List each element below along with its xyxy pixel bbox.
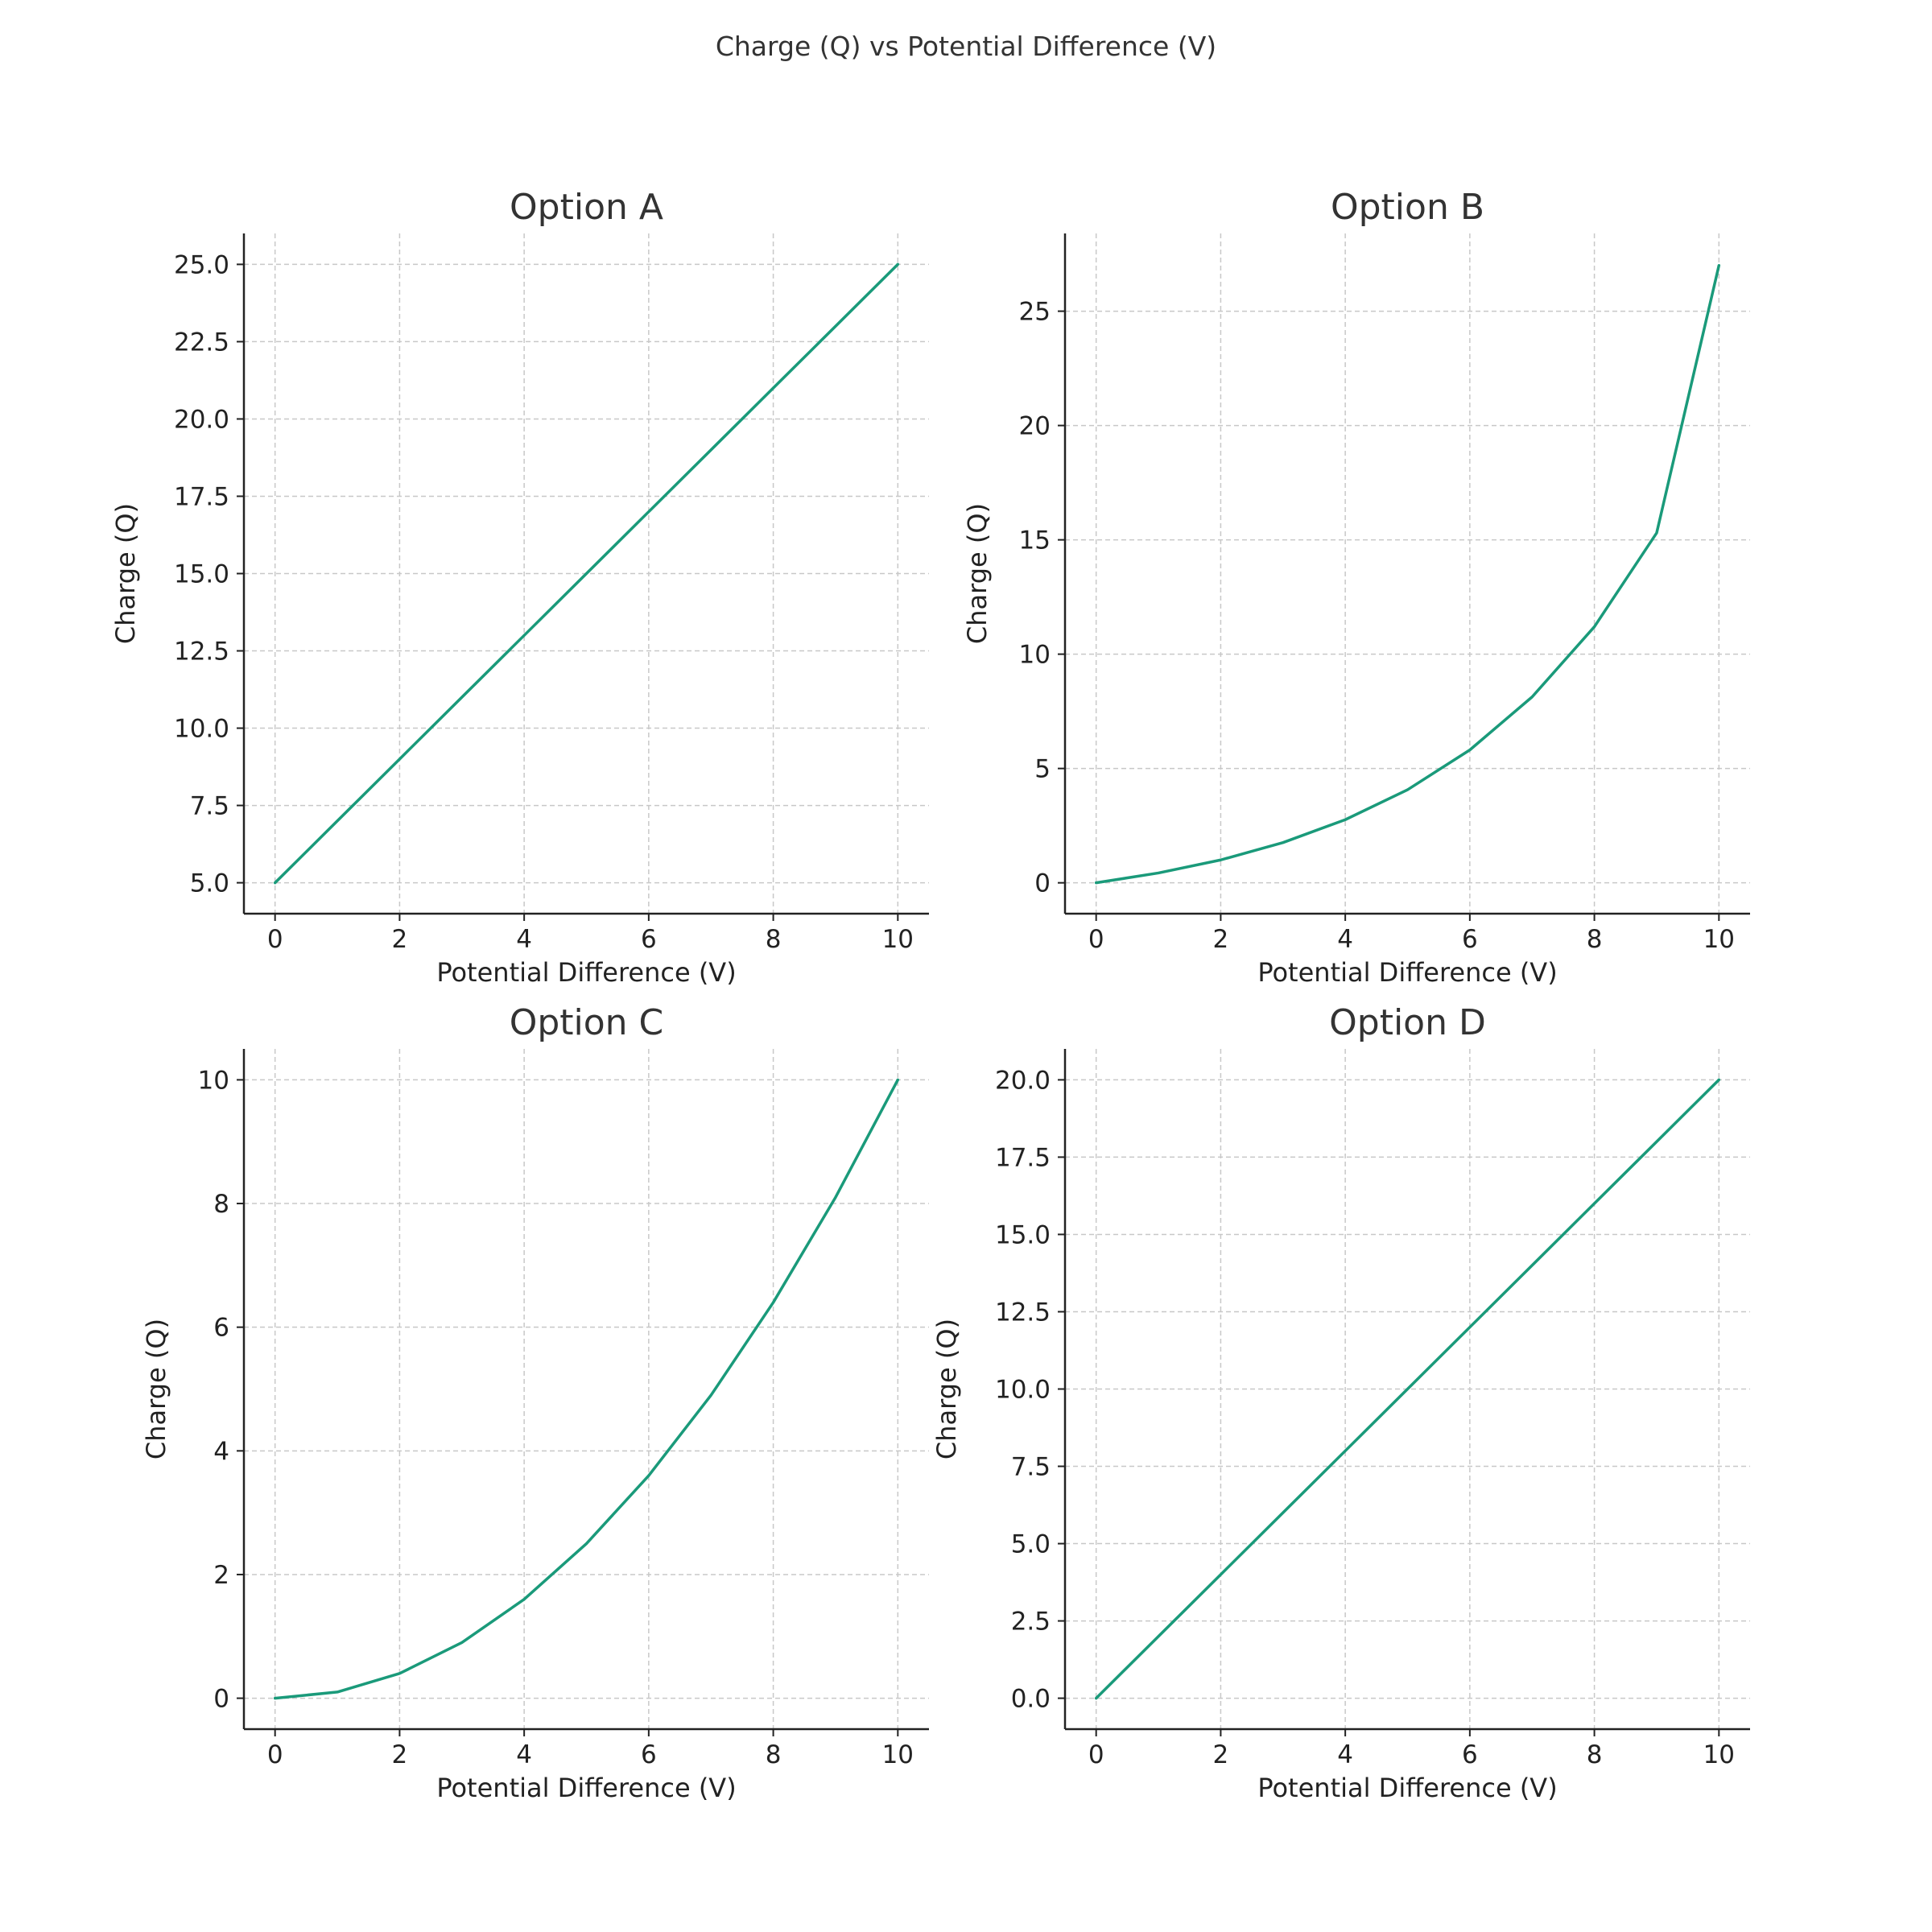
series-line [273, 1078, 900, 1700]
y-tick-label: 10.0 [995, 1376, 1051, 1405]
x-axis-label: Potential Difference (V) [1257, 957, 1557, 988]
x-tick-label: 6 [641, 1740, 657, 1769]
subplot-option-a: 0 2 4 6 8 10 5.0 7.5 10.0 12.5 15.0 17.5 20.0 22.5 25.… [83, 72, 1090, 1078]
y-tick-label: 20 [1019, 412, 1051, 441]
y-axis-label: Charge (Q) [931, 1319, 962, 1459]
subplot-option-b: 0 2 4 6 8 10 0 5 10 15 20 25 Option B Potential Diffe… [904, 72, 1911, 1078]
figure-title: Charge (Q) vs Potential Difference (V) [715, 31, 1217, 62]
x-tick-label: 4 [516, 925, 532, 954]
y-tick-label: 15.0 [995, 1220, 1051, 1249]
y-tick-label: 20.0 [995, 1066, 1051, 1095]
x-tick-label: 10 [882, 925, 914, 954]
y-tick-label: 4 [213, 1437, 229, 1466]
x-tick-label: 2 [392, 925, 408, 954]
x-axis-label: Potential Difference (V) [436, 957, 736, 988]
y-axis-label: Charge (Q) [962, 503, 993, 644]
subplot-title: Option C [510, 1002, 664, 1043]
series-line [1094, 1078, 1721, 1700]
x-tick-label: 6 [1462, 925, 1478, 954]
y-tick-label: 2.5 [1011, 1608, 1051, 1637]
x-tick-label: 8 [1587, 1740, 1603, 1769]
subplot-option-d: 0 2 4 6 8 10 0.0 2.5 5.0 7.5 10.0 12.5 15.0 17.5 20.0 O… [904, 888, 1911, 1893]
y-tick-label: 17.5 [995, 1143, 1051, 1172]
y-tick-label: 15 [1019, 526, 1051, 555]
y-tick-label: 5.0 [1011, 1530, 1051, 1559]
subplot-title: Option B [1331, 187, 1484, 228]
y-tick-label: 10.0 [174, 715, 229, 744]
y-axis-label: Charge (Q) [141, 1319, 171, 1459]
series-line [273, 262, 900, 885]
x-tick-label: 2 [1213, 1740, 1229, 1769]
chart-svg: 0 2 4 6 8 10 5.0 7.5 10.0 12.5 15.0 17.5 20.0 22.5 25.… [110, 187, 929, 988]
x-tick-label: 8 [766, 925, 782, 954]
x-tick-label: 2 [1213, 925, 1229, 954]
y-tick-label: 15.0 [174, 560, 229, 589]
x-axis-label: Potential Difference (V) [436, 1773, 736, 1803]
x-tick-label: 0 [267, 1740, 283, 1769]
y-tick-label: 7.5 [1011, 1453, 1051, 1482]
x-tick-label: 10 [1703, 925, 1735, 954]
x-tick-label: 2 [392, 1740, 408, 1769]
y-tick-label: 5.0 [190, 869, 229, 898]
x-tick-label: 6 [1462, 1740, 1478, 1769]
subplot-title: Option D [1329, 1002, 1486, 1043]
chart-svg: 0 2 4 6 8 10 0 2 4 6 8 10 Option C Potential Differen… [141, 1002, 929, 1803]
x-tick-label: 4 [1337, 1740, 1353, 1769]
x-tick-label: 0 [1088, 1740, 1104, 1769]
y-tick-label: 22.5 [174, 328, 229, 357]
y-tick-label: 10 [1019, 641, 1051, 670]
x-tick-label: 0 [267, 925, 283, 954]
y-tick-label: 6 [213, 1314, 229, 1343]
y-tick-label: 10 [198, 1066, 229, 1095]
chart-svg: 0 2 4 6 8 10 0 5 10 15 20 25 Option B Potential Diffe… [962, 187, 1750, 988]
x-tick-label: 8 [1587, 925, 1603, 954]
y-tick-label: 0.0 [1011, 1685, 1051, 1714]
subplot-title: Option A [510, 187, 663, 228]
y-tick-label: 5 [1034, 755, 1051, 784]
series-line [1094, 264, 1721, 885]
y-tick-label: 17.5 [174, 482, 229, 511]
y-axis-label: Charge (Q) [110, 503, 141, 644]
chart-svg: 0 2 4 6 8 10 0.0 2.5 5.0 7.5 10.0 12.5 15.0 17.5 20.0 O… [931, 1002, 1750, 1803]
subplot-option-c: 0 2 4 6 8 10 0 2 4 6 8 10 Option C Potential Differen… [83, 888, 1090, 1893]
x-tick-label: 8 [766, 1740, 782, 1769]
y-tick-label: 0 [213, 1685, 229, 1714]
x-tick-label: 4 [1337, 925, 1353, 954]
y-tick-label: 0 [1034, 869, 1051, 898]
y-tick-label: 2 [213, 1561, 229, 1590]
y-tick-label: 12.5 [995, 1298, 1051, 1327]
y-tick-label: 25 [1019, 298, 1051, 327]
x-tick-label: 0 [1088, 925, 1104, 954]
y-tick-label: 8 [213, 1190, 229, 1219]
y-tick-label: 12.5 [174, 638, 229, 667]
x-tick-label: 10 [882, 1740, 914, 1769]
x-tick-label: 6 [641, 925, 657, 954]
x-axis-label: Potential Difference (V) [1257, 1773, 1557, 1803]
y-tick-label: 7.5 [190, 792, 229, 821]
x-tick-label: 10 [1703, 1740, 1735, 1769]
y-tick-label: 20.0 [174, 405, 229, 434]
y-tick-label: 25.0 [174, 250, 229, 279]
x-tick-label: 4 [516, 1740, 532, 1769]
